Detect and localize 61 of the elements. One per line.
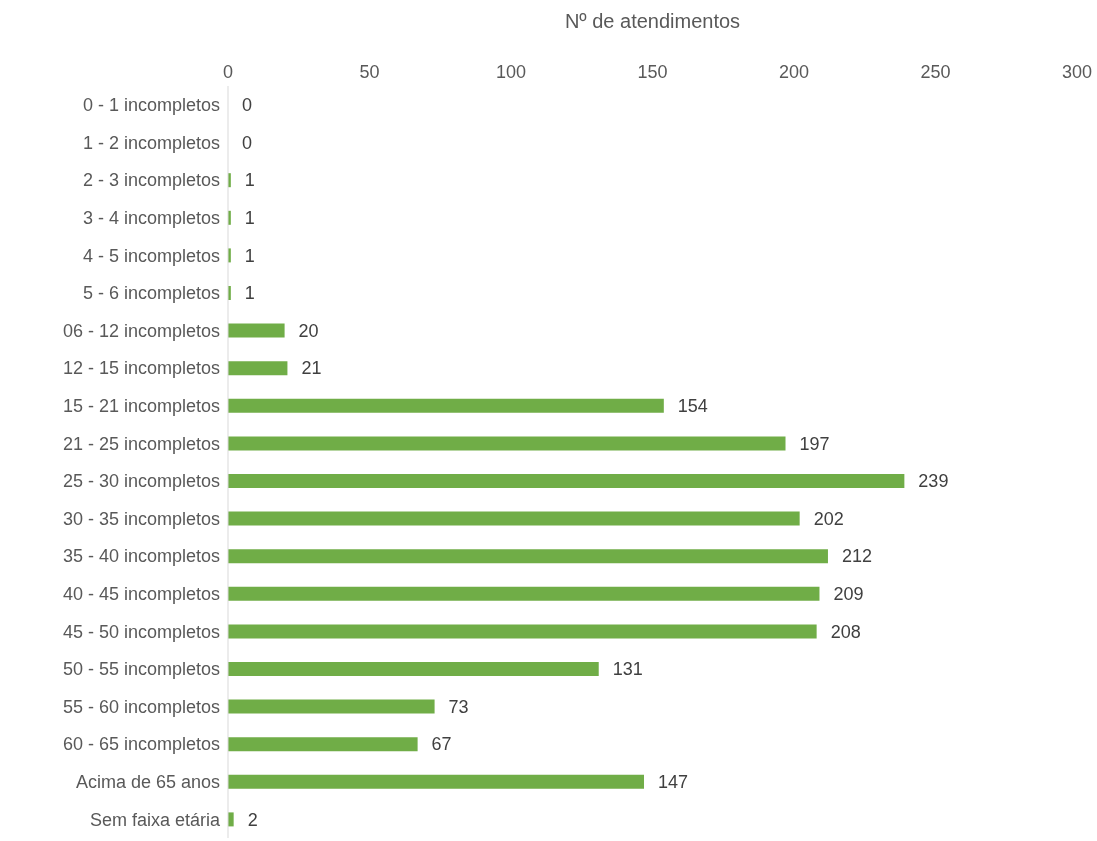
y-tick-label: 55 - 60 incompletos [62, 696, 220, 717]
data-label: 1 [244, 170, 255, 191]
x-tick-label: 200 [778, 62, 810, 82]
data-label: 1 [244, 207, 255, 228]
bar [228, 361, 288, 376]
y-tick-label: 25 - 30 incompletos [62, 471, 220, 492]
y-tick-label: Acima de 65 anos [75, 771, 220, 792]
y-tick-label: 45 - 50 incompletos [62, 621, 220, 642]
x-tick-label: 250 [920, 62, 951, 82]
bar [228, 699, 435, 714]
x-tick-label: 0 [222, 62, 234, 82]
data-label: 208 [830, 621, 861, 642]
bar [228, 511, 800, 526]
x-tick-label: 50 [359, 62, 380, 82]
y-tick-label: 40 - 45 incompletos [62, 583, 220, 604]
y-tick-label: 50 - 55 incompletos [62, 659, 220, 680]
data-label: 67 [431, 734, 452, 755]
bar [228, 323, 285, 338]
y-tick-label: 15 - 21 incompletos [62, 395, 220, 416]
bar [228, 662, 599, 676]
data-label: 239 [918, 471, 949, 492]
data-label: 212 [841, 546, 873, 567]
data-label: 147 [658, 771, 689, 792]
y-tick-label: Sem faixa etária [89, 809, 221, 830]
y-tick-label: 12 - 15 incompletos [62, 358, 220, 379]
bar [228, 398, 664, 413]
bar [228, 624, 817, 639]
y-tick-label: 0 - 1 incompletos [82, 95, 220, 116]
y-tick-label: 4 - 5 incompletos [82, 245, 220, 266]
data-label: 1 [244, 245, 255, 266]
data-label: 0 [242, 132, 253, 153]
data-label: 0 [242, 95, 253, 116]
bar [228, 549, 828, 564]
data-label: 20 [298, 320, 319, 341]
y-tick-label: 5 - 6 incompletos [82, 283, 220, 304]
x-tick-label: 100 [495, 62, 527, 82]
data-label: 154 [677, 395, 708, 416]
y-tick-label: 1 - 2 incompletos [82, 132, 220, 153]
bar [228, 474, 905, 488]
data-label: 21 [301, 358, 322, 379]
data-label: 197 [799, 433, 830, 454]
y-tick-label: 30 - 35 incompletos [62, 508, 220, 529]
x-tick-label: 150 [637, 62, 668, 82]
y-tick-label: 3 - 4 incompletos [82, 207, 220, 228]
data-label: 2 [247, 809, 258, 830]
y-tick-label: 2 - 3 incompletos [82, 170, 220, 191]
y-tick-label: 06 - 12 incompletos [62, 320, 220, 341]
x-tick-label: 300 [1061, 62, 1093, 82]
bar [228, 586, 820, 601]
data-label: 209 [833, 583, 864, 604]
bar [228, 737, 418, 752]
data-label: 73 [448, 696, 469, 717]
y-tick-label: 60 - 65 incompletos [62, 734, 220, 755]
data-label: 1 [244, 283, 255, 304]
bar [228, 436, 786, 451]
bar [228, 774, 645, 789]
x-axis-title: Nº de atendimentos [563, 10, 742, 33]
y-tick-label: 35 - 40 incompletos [62, 546, 220, 567]
data-label: 202 [813, 508, 844, 529]
data-label: 131 [612, 659, 643, 680]
y-tick-label: 21 - 25 incompletos [62, 433, 220, 454]
